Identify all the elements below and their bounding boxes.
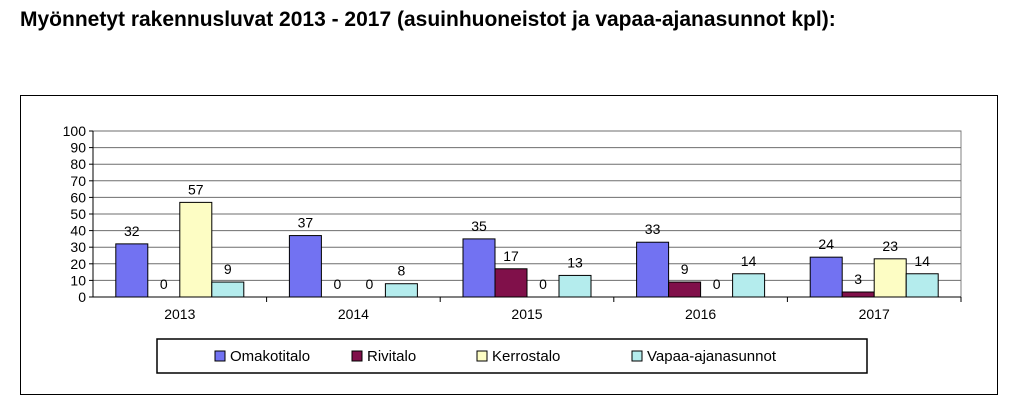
y-tick-label: 40 — [70, 223, 86, 239]
data-label: 13 — [567, 254, 583, 270]
data-label: 0 — [334, 276, 342, 292]
y-tick-label: 100 — [63, 123, 87, 139]
legend-box — [156, 338, 868, 374]
y-tick-label: 60 — [70, 189, 86, 205]
data-label: 17 — [503, 248, 519, 264]
data-label: 9 — [681, 261, 689, 277]
x-tick-label: 2016 — [685, 306, 716, 322]
x-tick-label: 2013 — [164, 306, 195, 322]
y-tick-label: 50 — [70, 206, 86, 222]
bar — [636, 241, 670, 298]
bars — [115, 201, 939, 298]
legend-entry: Omakotitalo — [230, 348, 310, 365]
bar — [905, 273, 939, 298]
bar — [668, 281, 702, 298]
bar — [288, 235, 322, 298]
bar — [494, 268, 528, 298]
data-label: 24 — [818, 236, 834, 252]
data-label: 0 — [366, 276, 374, 292]
data-label: 3 — [854, 271, 862, 287]
legend-swatch — [214, 350, 226, 362]
page-title: Myönnetyt rakennusluvat 2013 - 2017 (asu… — [20, 8, 836, 31]
y-tick-label: 30 — [70, 239, 86, 255]
data-label: 14 — [914, 253, 930, 269]
legend: Omakotitalo Rivitalo Kerrostalo Vapaa-ajana… — [156, 338, 868, 374]
data-label: 9 — [224, 261, 232, 277]
bar — [384, 283, 418, 298]
bar — [841, 291, 875, 298]
bar — [179, 201, 213, 298]
x-tick-label: 2014 — [338, 306, 369, 322]
data-label: 23 — [882, 238, 898, 254]
data-label: 8 — [398, 263, 406, 279]
y-tick-label: 20 — [70, 256, 86, 272]
bar — [211, 281, 245, 298]
data-label: 0 — [713, 276, 721, 292]
y-tick-label: 80 — [70, 156, 86, 172]
data-label: 37 — [298, 215, 314, 231]
legend-entry: Kerrostalo — [492, 348, 560, 365]
legend-swatch — [631, 350, 643, 362]
data-label: 0 — [539, 276, 547, 292]
data-label: 14 — [741, 253, 757, 269]
bar — [462, 238, 496, 298]
x-tick-label: 2015 — [511, 306, 542, 322]
data-labels: 32 0 57 9 37 0 0 8 35 17 0 13 33 9 0 14 24 3 23 14 — [124, 181, 930, 292]
data-label: 33 — [645, 221, 661, 237]
data-label: 0 — [160, 276, 168, 292]
bar — [809, 256, 843, 298]
chart-frame: 0 10 20 30 40 50 60 70 80 90 100 2013 2014 2015 2016 20… — [20, 95, 998, 395]
y-tick-label: 70 — [70, 173, 86, 189]
bar — [115, 243, 149, 298]
bar — [873, 258, 907, 298]
bar — [732, 273, 766, 298]
legend-swatch — [476, 350, 488, 362]
y-tick-label: 90 — [70, 140, 86, 156]
bar — [558, 274, 592, 298]
data-label: 57 — [188, 181, 204, 197]
x-tick-label: 2017 — [859, 306, 890, 322]
data-label: 32 — [124, 223, 140, 239]
data-label: 35 — [471, 218, 487, 234]
legend-entry: Rivitalo — [367, 348, 416, 365]
legend-swatch — [351, 350, 363, 362]
y-tick-label: 0 — [78, 289, 86, 305]
legend-entry: Vapaa-ajanasunnot — [647, 348, 777, 365]
y-tick-label: 10 — [70, 272, 86, 288]
